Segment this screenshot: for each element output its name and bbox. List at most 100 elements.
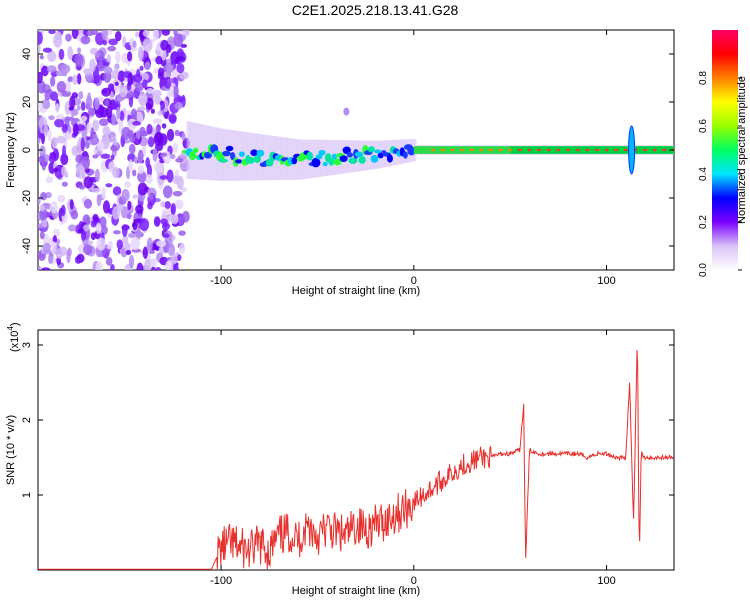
heatmap-signal-band <box>510 146 514 154</box>
heatmap-signal-band <box>602 146 606 154</box>
heatmap-noise-blob <box>145 97 154 110</box>
heatmap-y-tick-label: -20 <box>21 190 33 206</box>
heatmap-noise-blob <box>74 53 84 67</box>
heatmap-halo <box>259 134 263 181</box>
heatmap-noise-blob <box>114 81 119 87</box>
heatmap-signal-band <box>435 146 439 154</box>
heatmap-noise-blob <box>167 243 176 257</box>
heatmap-noise-blob <box>71 30 79 39</box>
heatmap-noise-blob <box>137 46 144 61</box>
heatmap-noise-blob <box>43 123 49 138</box>
heatmap-halo <box>250 132 254 181</box>
heatmap-noise-blob <box>142 79 148 89</box>
heatmap-peak <box>585 148 590 152</box>
colorbar: 0.0 0.2 0.4 0.6 0.8 Normalized spectral ampl… <box>698 30 748 277</box>
heatmap-y-tick-label: 40 <box>21 48 33 60</box>
heatmap-signal-band <box>505 146 509 154</box>
heatmap-noise-blob <box>170 215 179 225</box>
heatmap-noise-blob <box>83 198 93 209</box>
heatmap-noise-blob <box>78 91 84 100</box>
heatmap-marks <box>38 30 674 270</box>
colorbar-label: Normalized spectral amplitude <box>736 76 748 224</box>
heatmap-noise-blob <box>125 94 132 99</box>
heatmap-noise-blob <box>156 240 167 248</box>
colorbar-tick-label: 0.0 <box>698 263 709 277</box>
heatmap-signal-blob <box>250 149 259 157</box>
heatmap-noise-blob <box>160 39 169 51</box>
heatmap-noise-blob <box>67 224 77 232</box>
heatmap-noise-blob <box>136 262 144 270</box>
heatmap-noise-blob <box>101 87 111 97</box>
heatmap-noise-blob <box>96 237 107 251</box>
heatmap-noise-blob <box>104 99 109 107</box>
heatmap-noise-blob <box>41 267 51 270</box>
heatmap-noise-blob <box>108 38 119 46</box>
heatmap-noise-blob <box>90 127 95 140</box>
heatmap-signal-band <box>559 146 563 154</box>
heatmap-signal-band <box>465 146 469 154</box>
colorbar-tick-label: 0.4 <box>698 167 709 181</box>
heatmap-noise-blob <box>151 89 162 98</box>
heatmap-noise-blob <box>94 168 100 183</box>
heatmap-noise-blob <box>121 188 130 202</box>
heatmap-signal-band <box>483 146 487 154</box>
heatmap-noise-blob <box>80 35 91 45</box>
heatmap-halo <box>236 130 240 181</box>
heatmap-y-tick-label: 0 <box>21 147 33 153</box>
heatmap-noise-blob <box>135 81 144 92</box>
heatmap-noise-blob <box>95 261 103 270</box>
heatmap-peak <box>614 148 619 152</box>
heatmap-noise-blob <box>41 162 46 171</box>
heatmap-noise-blob <box>73 108 79 116</box>
heatmap-halo <box>196 123 200 180</box>
heatmap-noise-blob <box>110 144 118 152</box>
heatmap-noise-blob <box>79 184 85 190</box>
heatmap-noise-blob <box>127 153 136 163</box>
heatmap-noise-blob <box>41 219 47 228</box>
heatmap-noise-blob <box>39 54 44 60</box>
heatmap-signal-blob <box>346 152 353 158</box>
heatmap-noise-blob <box>92 214 99 223</box>
heatmap-noise-blob <box>103 66 113 74</box>
heatmap-noise-blob <box>101 30 109 41</box>
heatmap-noise-blob <box>75 164 86 179</box>
heatmap-noise-blob <box>170 253 178 265</box>
heatmap-noise-blob <box>160 201 166 208</box>
heatmap-noise-blob <box>98 118 109 127</box>
heatmap-noise-blob <box>44 85 50 90</box>
heatmap-noise-blob <box>116 106 121 120</box>
heatmap-noise-blob <box>105 183 113 188</box>
heatmap-noise-blob <box>139 126 146 137</box>
heatmap-peak <box>566 148 570 152</box>
heatmap-noise-blob <box>83 244 93 256</box>
heatmap-noise-blob <box>175 56 185 62</box>
heatmap-noise-blob <box>47 88 53 94</box>
heatmap-noise-blob <box>110 264 115 270</box>
heatmap-signal-band <box>645 146 649 154</box>
heatmap-x-axis-label: Height of straight line (km) <box>292 285 420 297</box>
heatmap-signal-band <box>438 146 442 154</box>
heatmap-noise-blob <box>119 110 125 121</box>
heatmap-noise-blob <box>72 74 78 85</box>
heatmap-signal-band <box>640 146 644 154</box>
heatmap-noise-blob <box>110 101 120 110</box>
heatmap-peak <box>431 148 436 152</box>
heatmap-signal-band <box>473 146 477 154</box>
heatmap-noise-blob <box>113 63 120 73</box>
heatmap-noise-blob <box>153 161 163 173</box>
heatmap-noise-blob <box>67 247 72 257</box>
heatmap-signal-band <box>492 146 496 154</box>
heatmap-halo <box>321 139 325 177</box>
heatmap-signal-band <box>610 146 614 154</box>
heatmap-noise-blob <box>157 67 164 78</box>
heatmap-noise-blob <box>89 58 96 73</box>
heatmap-signal-blob <box>247 156 255 164</box>
heatmap-noise-blob <box>51 241 57 255</box>
heatmap-noise-blob <box>38 132 44 139</box>
heatmap-signal-band <box>427 146 431 154</box>
heatmap-y-tick-label: 20 <box>21 96 33 108</box>
heatmap-signal-blob <box>225 145 234 152</box>
heatmap-signal-blob <box>370 154 379 163</box>
heatmap-noise-blob <box>46 65 57 73</box>
chart-title: C2E1.2025.218.13.41.G28 <box>291 2 459 18</box>
